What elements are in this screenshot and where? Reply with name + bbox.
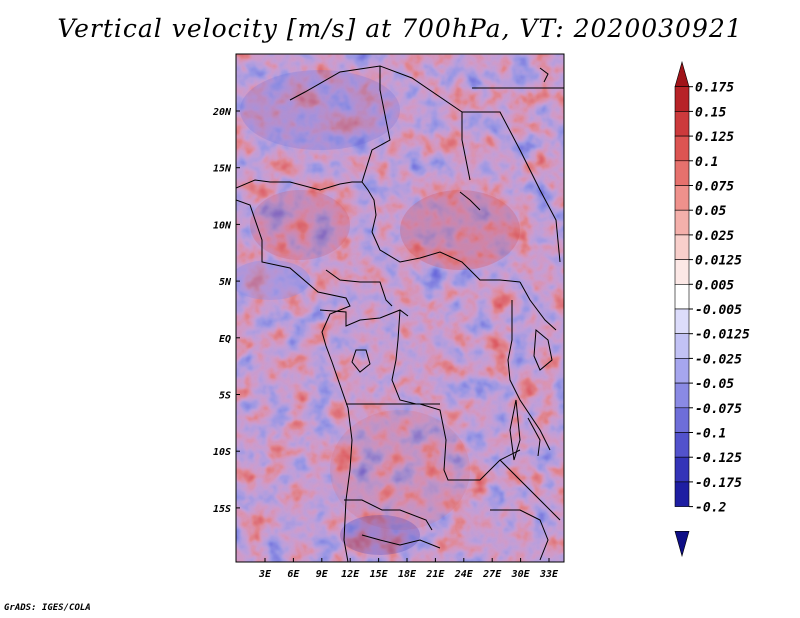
- colorbar-label: -0.0125: [695, 328, 750, 343]
- colorbar-label: 0.175: [695, 81, 734, 96]
- colorbar-label: -0.05: [695, 377, 734, 392]
- latitude-axis: 20N 15N 10N 5N EQ 5S 10S 15S: [212, 107, 240, 515]
- lat-tick-label: EQ: [219, 334, 231, 345]
- colorbar-bin: [674, 481, 690, 507]
- colorbar-label: -0.1: [695, 427, 726, 442]
- lon-tick-label: 6E: [287, 569, 300, 580]
- lon-tick-label: 33E: [539, 569, 559, 580]
- country-borders: [236, 65, 564, 562]
- colorbar-label: -0.125: [695, 451, 742, 466]
- colorbar-label: 0.0125: [695, 254, 742, 269]
- colorbar-bin: [674, 456, 690, 483]
- lat-tick-label: 15N: [213, 164, 232, 175]
- lat-tick-label: 15S: [213, 504, 231, 515]
- colorbar-label: -0.2: [695, 501, 726, 516]
- colorbar-bin: [674, 283, 690, 310]
- colorbar-bin: [674, 86, 690, 112]
- lon-tick-label: 15E: [370, 569, 389, 580]
- colorbar-bin: [674, 111, 690, 137]
- lat-tick-label: 5S: [219, 391, 231, 402]
- colorbar-bin: [674, 160, 690, 186]
- map-frame: [235, 53, 565, 563]
- colorbar-bin: [674, 382, 690, 409]
- chart-title: Vertical velocity [m/s] at 700hPa, VT: 2…: [57, 14, 743, 43]
- colorbar-bin: [674, 135, 690, 162]
- colorbar-bin: [674, 530, 690, 558]
- lat-tick-label: 10S: [213, 447, 231, 458]
- lat-tick-label: 10N: [213, 220, 232, 231]
- colorbar-label: 0.075: [695, 180, 734, 195]
- lon-tick-label: 30E: [511, 569, 531, 580]
- colorbar-label: 0.005: [695, 278, 734, 293]
- colorbar-bin: [674, 185, 690, 211]
- colorbar-bin: [674, 234, 690, 260]
- lon-tick-label: 27E: [482, 569, 502, 580]
- lat-tick-label: 5N: [219, 277, 232, 288]
- lon-tick-label: 12E: [341, 569, 360, 580]
- colorbar-label: 0.025: [695, 229, 734, 244]
- colorbar-bin: [674, 308, 690, 335]
- map-panel: [236, 54, 564, 562]
- colorbar-label: -0.025: [695, 352, 742, 367]
- colorbar-bin: [674, 259, 690, 285]
- colorbar-label: 0.1: [695, 155, 718, 170]
- colorbar-label: -0.075: [695, 402, 742, 417]
- lon-tick-label: 3E: [258, 569, 272, 580]
- lat-tick-label: 20N: [212, 107, 232, 118]
- colorbar: 0.175 0.15 0.125 0.1 0.075 0.05 0.025 0.0125 0.0…: [674, 60, 750, 558]
- colorbar-label: 0.05: [695, 204, 726, 219]
- colorbar-bin: [674, 407, 690, 433]
- lon-tick-label: 21E: [425, 569, 445, 580]
- lon-tick-label: 9E: [316, 569, 329, 580]
- longitude-axis: 3E 6E 9E 12E 15E 18E 21E 24E 27E 30E 33E: [258, 558, 559, 580]
- grads-credit: GrADS: IGES/COLA: [4, 603, 91, 613]
- colorbar-bin: [674, 358, 690, 384]
- lon-tick-label: 24E: [454, 569, 474, 580]
- colorbar-bin: [674, 333, 690, 359]
- lon-tick-label: 18E: [398, 569, 417, 580]
- colorbar-label: -0.005: [695, 303, 742, 318]
- colorbar-label: 0.15: [695, 105, 726, 120]
- colorbar-label: -0.175: [695, 476, 742, 491]
- colorbar-bin: [674, 60, 690, 87]
- colorbar-bin: [674, 209, 690, 236]
- colorbar-bin: [674, 432, 690, 458]
- colorbar-label: 0.125: [695, 130, 734, 145]
